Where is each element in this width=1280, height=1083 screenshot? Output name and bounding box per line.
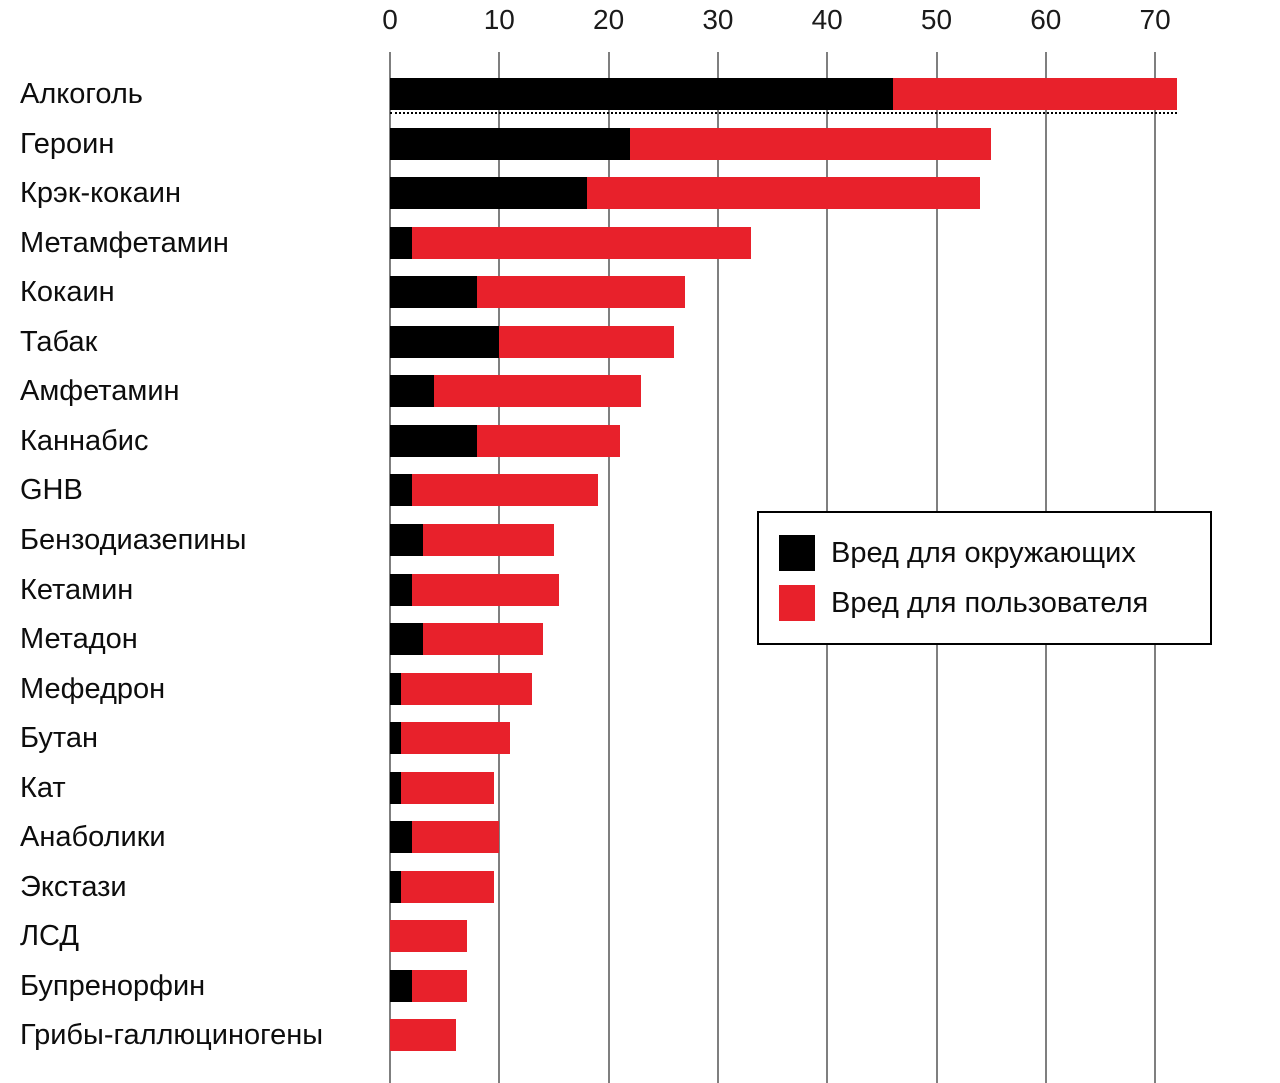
dotted-divider [390, 112, 1177, 114]
legend-label-harm-user: Вред для пользователя [831, 586, 1149, 619]
harm-user-segment [411, 226, 751, 259]
legend-swatch-harm-others-icon [779, 535, 815, 571]
gridline [498, 52, 501, 1083]
category-label: Экстази [20, 870, 127, 903]
gridline [716, 52, 719, 1083]
harm-user-segment [586, 177, 981, 210]
harm-others-segment [390, 523, 423, 556]
harm-others-segment [390, 969, 412, 1002]
bar-row [390, 722, 511, 755]
harm-user-segment [422, 623, 543, 656]
bar-row [390, 969, 467, 1002]
harm-others-segment [390, 623, 423, 656]
gridline [389, 52, 391, 1083]
category-label: Бутан [20, 722, 98, 755]
harm-user-segment [400, 722, 511, 755]
category-label: GHB [20, 474, 83, 507]
legend: Вред для окружающих Вред для пользовател… [757, 511, 1212, 645]
harm-others-segment [390, 226, 412, 259]
bar-row [390, 474, 598, 507]
category-label: Крэк-кокаин [20, 177, 181, 210]
category-label: Табак [20, 325, 98, 358]
bar-row [390, 226, 751, 259]
harm-others-segment [390, 474, 412, 507]
x-axis-tick-label: 70 [1139, 4, 1171, 35]
x-axis-tick-label: 60 [1030, 4, 1062, 35]
harm-others-segment [390, 870, 401, 903]
legend-item-harm-others: Вред для окружающих [779, 535, 1190, 571]
category-label: Каннабис [20, 424, 149, 457]
harm-user-segment [477, 276, 686, 309]
harm-user-segment [433, 375, 642, 408]
bar-row [390, 623, 543, 656]
harm-user-segment [411, 573, 560, 606]
harm-user-segment [892, 78, 1177, 110]
harm-others-segment [390, 375, 434, 408]
bar-row [390, 672, 533, 705]
harm-others-segment [390, 127, 631, 160]
category-label: Бензодиазепины [20, 523, 247, 556]
bar-row [390, 920, 467, 953]
x-axis-tick-label: 20 [593, 4, 625, 35]
x-axis-tick-label: 50 [920, 4, 953, 35]
bar-row [390, 771, 494, 804]
category-label: Героин [20, 127, 115, 160]
x-axis-tick-label: 0 [382, 4, 398, 35]
harm-user-segment [499, 325, 675, 358]
category-label: Кат [20, 771, 66, 804]
category-label: Анаболики [20, 821, 166, 854]
category-label: Мефедрон [20, 672, 166, 705]
harm-user-segment [411, 821, 500, 854]
legend-swatch-harm-user-icon [779, 585, 815, 621]
category-label: Амфетамин [20, 375, 180, 408]
harm-others-segment [390, 276, 478, 309]
harm-user-segment [390, 920, 467, 953]
harm-user-segment [390, 1019, 456, 1052]
harm-others-segment [390, 78, 893, 110]
harm-user-segment [400, 870, 494, 903]
bar-row [390, 375, 642, 408]
legend-label-harm-others: Вред для окружающих [831, 536, 1136, 569]
harm-others-segment [390, 573, 412, 606]
bar-row [390, 870, 494, 903]
harm-user-segment [411, 969, 467, 1002]
gridline [607, 52, 610, 1083]
harm-user-segment [400, 771, 494, 804]
harm-user-segment [477, 424, 620, 457]
x-axis-tick-label: 30 [702, 4, 734, 35]
harm-others-segment [390, 424, 478, 457]
harm-user-segment [400, 672, 533, 705]
bar-row [390, 1019, 456, 1052]
harm-user-segment [422, 523, 554, 556]
bar-row [390, 325, 675, 358]
harm-others-segment [390, 177, 587, 210]
harm-user-segment [630, 127, 992, 160]
category-label: Кокаин [20, 276, 115, 309]
bar-row [390, 523, 554, 556]
bar-row [390, 424, 620, 457]
bar-row [390, 78, 1177, 110]
harm-others-segment [390, 672, 401, 705]
legend-item-harm-user: Вред для пользователя [779, 585, 1190, 621]
category-label: Бупренорфин [20, 969, 206, 1002]
bar-row [390, 177, 981, 210]
category-label: Алкоголь [20, 78, 143, 110]
harm-others-segment [390, 325, 500, 358]
bar-row [390, 573, 560, 606]
harm-others-segment [390, 821, 412, 854]
harm-others-segment [390, 771, 401, 804]
bar-row [390, 276, 686, 309]
category-label: Метамфетамин [20, 226, 229, 259]
harm-others-segment [390, 722, 401, 755]
x-axis-tick-label: 40 [811, 4, 843, 35]
bar-row [390, 821, 500, 854]
bar-row [390, 127, 992, 160]
category-label: Грибы-галлюциногены [20, 1019, 324, 1052]
x-axis-tick-label: 10 [483, 4, 515, 35]
category-label: Метадон [20, 623, 138, 656]
category-label: Кетамин [20, 573, 134, 606]
harm-user-segment [411, 474, 598, 507]
category-label: ЛСД [20, 920, 79, 953]
